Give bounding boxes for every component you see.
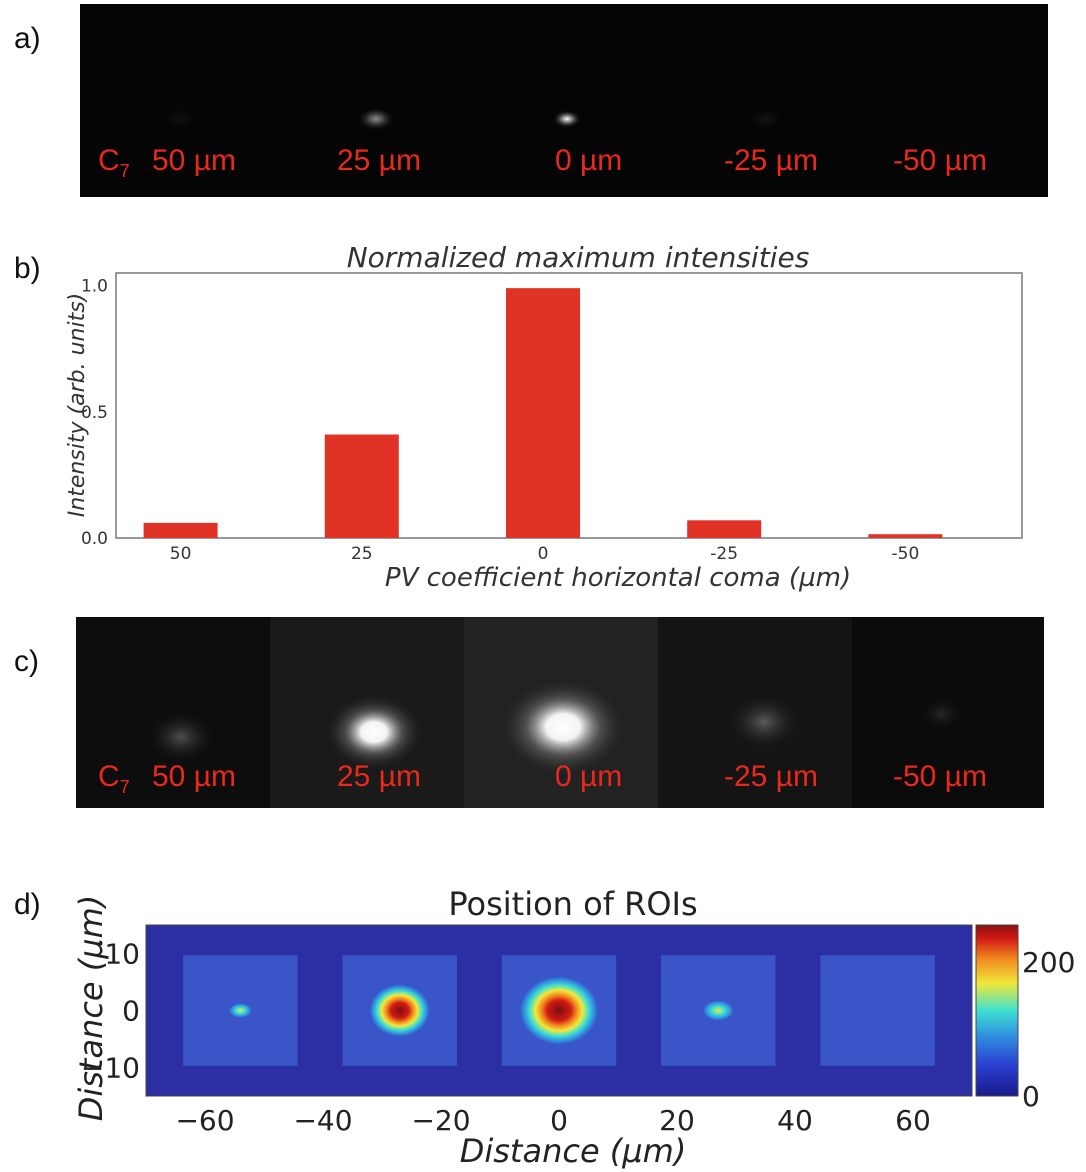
focal-spot-a-4: [746, 107, 786, 131]
spot-label-c-1: 50 µm: [152, 760, 236, 793]
heatmap-frame: [145, 924, 973, 1097]
x-tick-label: 50: [170, 544, 192, 564]
roi-heatmap: Position of ROIs −60 −40 −20 0 20 40 60 10 0 −10…: [72, 885, 1075, 1170]
y-tick-label: 1.0: [81, 277, 108, 297]
x-tick-label: 0: [538, 544, 549, 564]
roi-spot-4: [702, 1000, 734, 1021]
spot-label-c-5: -50 µm: [893, 760, 987, 793]
panel-c-image-strip: [76, 617, 1044, 808]
c7-label-c: C7: [98, 760, 130, 797]
colorbar-tick-0: 0: [1022, 1080, 1040, 1113]
heatmap-y-tick: −10: [81, 1052, 140, 1085]
panel-letter-a: a): [14, 22, 41, 55]
x-tick-label: -50: [892, 544, 920, 564]
focal-spot-c-2: [322, 692, 426, 772]
bar-50: [143, 522, 218, 538]
spot-label-c-2: 25 µm: [337, 760, 421, 793]
y-axis-label: Intensity (arb. units): [65, 293, 90, 517]
heatmap-y-label: Distance (µm): [72, 895, 110, 1122]
focal-spot-c-4: [725, 692, 803, 752]
focal-spot-a-2: [356, 107, 396, 131]
heatmap-x-tick: 60: [895, 1104, 931, 1137]
bar-0: [506, 288, 580, 538]
heatmap-title: Position of ROIs: [448, 885, 697, 923]
x-axis-label: PV coefficient horizontal coma (µm): [385, 563, 851, 593]
x-tick-label: 25: [351, 544, 373, 564]
spot-label-a-5: -50 µm: [893, 144, 987, 177]
y-tick-label: 0.5: [81, 403, 108, 423]
bar--25: [687, 520, 762, 538]
heatmap-x-tick: −60: [175, 1104, 234, 1137]
panel-a-spots: [160, 107, 786, 131]
panel-letter-d: d): [14, 888, 41, 921]
roi-box-5: [820, 955, 935, 1066]
bar-chart: Normalized maximum intensities 0.0 0.5 1.0…: [65, 241, 1023, 593]
spot-label-c-3: 0 µm: [555, 760, 623, 793]
heatmap-x-tick: −40: [293, 1104, 352, 1137]
heatmap-x-tick: 0: [550, 1104, 568, 1137]
chart-title: Normalized maximum intensities: [347, 241, 810, 274]
colorbar-tick-200: 200: [1022, 946, 1075, 979]
heatmap-x-label: Distance (µm): [460, 1132, 687, 1170]
spot-label-a-2: 25 µm: [337, 144, 421, 177]
heatmap-x-tick: 40: [777, 1104, 813, 1137]
heatmap-x-tick: 20: [659, 1104, 695, 1137]
bar-25: [324, 434, 399, 538]
spot-label-a-1: 50 µm: [152, 144, 236, 177]
roi-spot-3: [519, 976, 599, 1045]
c7-label-a: C7: [98, 144, 130, 181]
focal-spot-c-3: [495, 675, 631, 779]
roi-spot-1: [229, 1003, 252, 1018]
y-tick-label: 0.0: [81, 529, 108, 549]
spot-label-a-3: 0 µm: [555, 144, 623, 177]
panel-c-spots: [76, 617, 1044, 808]
heatmap-x-tick: −20: [411, 1104, 470, 1137]
spot-label-c-4: -25 µm: [724, 760, 818, 793]
focal-spot-c-1: [144, 709, 218, 765]
spot-label-a-4: -25 µm: [724, 144, 818, 177]
focal-spot-a-1: [160, 107, 200, 131]
x-tick-label: -25: [710, 544, 738, 564]
colorbar: [975, 924, 1019, 1097]
panel-letter-c: c): [14, 645, 39, 678]
focal-spot-c-5: [918, 696, 966, 732]
bar--50: [868, 534, 943, 538]
focal-spot-a-3: [552, 110, 582, 128]
heatmap-y-tick: 10: [104, 938, 140, 971]
panel-letter-b: b): [14, 252, 41, 285]
roi-spot-2: [369, 984, 430, 1037]
heatmap-y-tick: 0: [122, 995, 140, 1028]
panel-a-image-strip: [80, 4, 1048, 197]
